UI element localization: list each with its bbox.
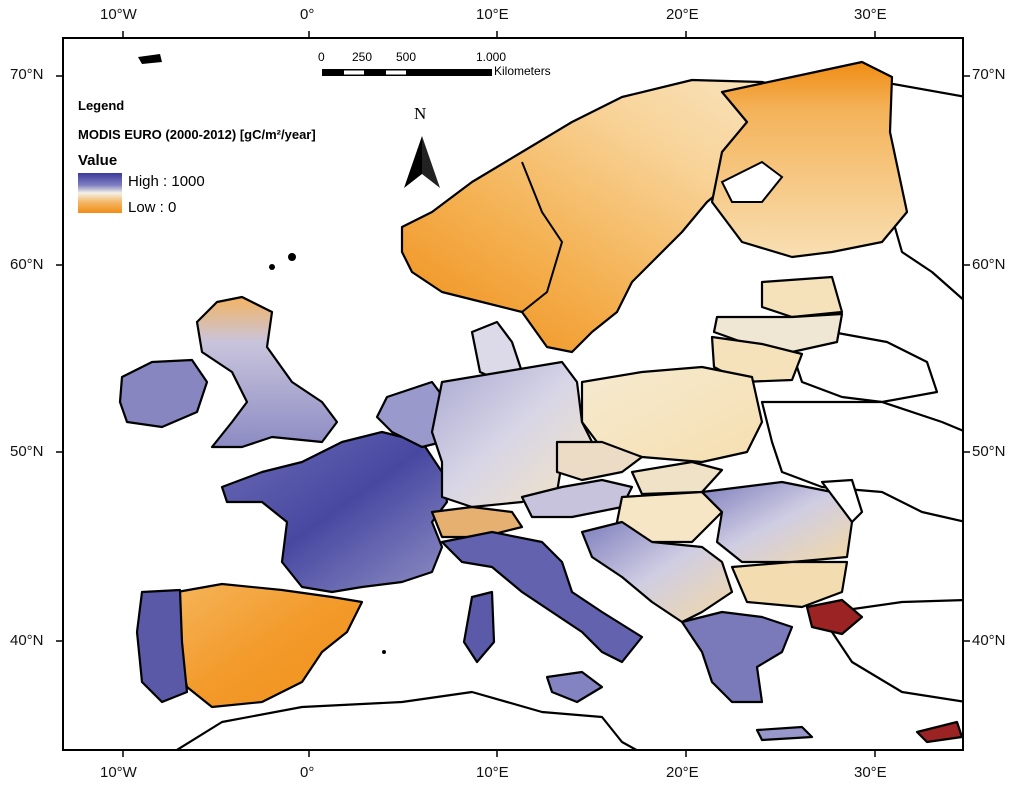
baltic-sea-island: [720, 160, 784, 203]
norway-sweden: [400, 78, 824, 354]
legend-dataset: MODIS EURO (2000-2012) [gC/m²/year]: [78, 127, 316, 142]
lat-label-right-60n: 60°N: [972, 256, 1006, 273]
legend: Legend MODIS EURO (2000-2012) [gC/m²/yea…: [78, 98, 408, 223]
legend-low-swatch: [78, 193, 122, 213]
lat-label-left-70n: 70°N: [10, 66, 44, 83]
moldova: [820, 478, 864, 524]
slovakia: [630, 460, 724, 496]
legend-high-swatch: [78, 173, 122, 193]
european-turkey: [805, 598, 864, 636]
legend-ramp: High : 1000 Low : 0: [78, 171, 408, 223]
north-africa: [176, 690, 638, 749]
portugal: [135, 588, 189, 704]
north-letter: N: [414, 104, 427, 123]
czechia: [555, 440, 644, 482]
legend-heading: Legend: [78, 98, 125, 113]
bulgaria: [730, 560, 849, 609]
lon-label-bottom-10w: 10°W: [100, 764, 137, 781]
legend-low-label: Low : 0: [128, 199, 177, 216]
europe-map: [118, 54, 962, 749]
lon-label-bottom-10e: 10°E: [476, 764, 509, 781]
lithuania: [710, 335, 804, 384]
switzerland-alps: [430, 505, 524, 539]
lon-label-top-10w: 10°W: [100, 6, 137, 23]
ukraine: [760, 400, 962, 523]
scale-bar: 0 250 500 1.000 Kilometers: [318, 50, 588, 84]
lat-label-left-50n: 50°N: [10, 443, 44, 460]
lat-label-right-50n: 50°N: [972, 443, 1006, 460]
lon-label-top-0: 0°: [300, 6, 315, 23]
lon-label-top-10e: 10°E: [476, 6, 509, 23]
lat-label-right-70n: 70°N: [972, 66, 1006, 83]
france: [220, 430, 449, 594]
lon-label-bottom-20e: 20°E: [666, 764, 699, 781]
scale-bar-graphic: [322, 69, 492, 76]
cyprus: [915, 720, 962, 744]
spain: [175, 582, 364, 709]
turkey: [830, 599, 962, 703]
lon-label-top-20e: 20°E: [666, 6, 699, 23]
italy: [440, 530, 644, 664]
great-britain: [195, 295, 339, 449]
sicily: [545, 670, 604, 704]
lat-label-left-40n: 40°N: [10, 632, 44, 649]
north-arrow-icon: [404, 136, 440, 188]
finland: [710, 60, 909, 259]
faroe-islands: [138, 54, 162, 64]
ireland: [118, 358, 209, 429]
crete: [755, 725, 814, 742]
benelux: [375, 380, 449, 449]
balkans: [580, 520, 734, 624]
scale-tick-0: 0: [318, 50, 325, 64]
lon-label-bottom-30e: 30°E: [854, 764, 887, 781]
lon-label-top-30e: 30°E: [854, 6, 887, 23]
estonia: [760, 275, 844, 319]
scale-tick-250: 250: [352, 50, 373, 64]
lat-label-left-60n: 60°N: [10, 256, 44, 273]
greece: [680, 610, 794, 704]
scale-tick-1000: 1.000: [476, 50, 507, 64]
sardinia: [462, 590, 496, 664]
map-frame: [62, 37, 964, 751]
scale-tick-500: 500: [396, 50, 417, 64]
lon-label-bottom-0: 0°: [300, 764, 315, 781]
scale-unit: Kilometers: [494, 64, 551, 78]
legend-field: Value: [78, 152, 118, 169]
germany: [430, 360, 594, 509]
lat-label-right-40n: 40°N: [972, 632, 1006, 649]
poland: [580, 365, 764, 464]
north-arrow: N: [402, 104, 442, 190]
legend-high-label: High : 1000: [128, 173, 205, 190]
romania: [700, 480, 854, 564]
